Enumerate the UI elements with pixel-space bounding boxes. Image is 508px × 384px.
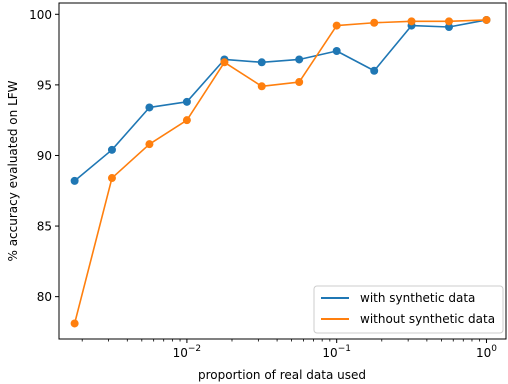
y-tick-label: 95	[37, 78, 52, 92]
y-tick-label: 85	[37, 220, 52, 234]
data-point-with-synthetic	[370, 66, 379, 75]
data-point-with-synthetic	[145, 103, 154, 112]
y-tick-label: 80	[37, 290, 52, 304]
data-point-without-synthetic	[370, 18, 379, 27]
series-line-without-synthetic	[73, 19, 487, 324]
y-axis-ticks: 80 85 90 95 100	[29, 8, 59, 304]
data-point-with-synthetic	[444, 23, 453, 31]
data-point-with-synthetic	[107, 145, 116, 154]
legend-label-with-synthetic: with synthetic data	[360, 291, 475, 305]
x-axis-title: proportion of real data used	[198, 368, 366, 382]
data-point-without-synthetic	[444, 17, 453, 26]
y-axis-title: % accuracy evaluated on LFW	[6, 80, 20, 261]
data-point-with-synthetic	[182, 97, 191, 106]
data-point-without-synthetic	[257, 82, 266, 91]
y-tick-label: 90	[37, 149, 52, 163]
plot-area	[58, 2, 507, 340]
data-point-without-synthetic	[332, 21, 341, 30]
data-point-with-synthetic	[332, 47, 341, 55]
x-tick-label: 10−1	[322, 344, 351, 360]
legend-label-without-synthetic: without synthetic data	[360, 312, 495, 326]
data-point-with-synthetic	[257, 58, 266, 67]
data-point-without-synthetic	[145, 140, 154, 149]
data-point-without-synthetic	[182, 116, 191, 125]
series-line-with-synthetic	[74, 19, 487, 182]
data-point-without-synthetic	[482, 15, 491, 24]
data-point-with-synthetic	[70, 176, 79, 185]
series-layer	[70, 15, 491, 328]
data-point-with-synthetic	[295, 55, 304, 64]
legend-box	[313, 285, 504, 334]
legend: with synthetic data without synthetic da…	[313, 285, 504, 334]
data-point-without-synthetic	[407, 17, 416, 26]
x-axis-ticks: 10−2 10−1 100	[81, 339, 497, 360]
x-tick-label: 100	[476, 344, 497, 360]
data-point-without-synthetic	[295, 78, 304, 87]
data-point-without-synthetic	[220, 58, 229, 67]
y-tick-label: 100	[29, 8, 52, 22]
data-point-without-synthetic	[107, 174, 116, 183]
x-tick-label: 10−2	[173, 344, 202, 360]
data-point-without-synthetic	[70, 319, 79, 328]
